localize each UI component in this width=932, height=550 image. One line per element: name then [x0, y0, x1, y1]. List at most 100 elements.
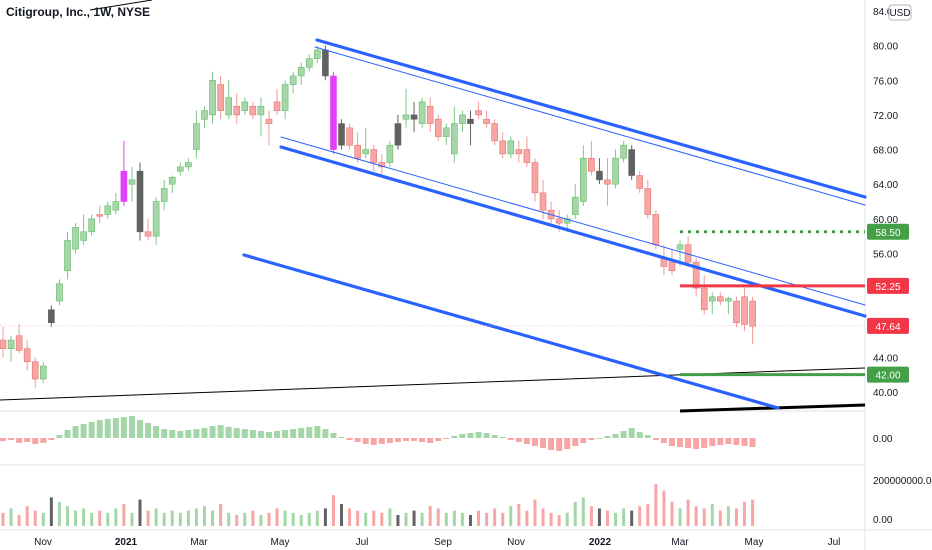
volume-bar [638, 506, 642, 526]
momentum-bar [685, 438, 692, 448]
momentum-bar [120, 417, 127, 438]
momentum-bar [540, 438, 547, 448]
volume-bar [106, 512, 110, 526]
volume-bar [323, 508, 327, 526]
momentum-bar [386, 438, 393, 443]
y-tick-label: 44.00 [873, 353, 898, 364]
volume-bar [1, 512, 5, 526]
momentum-bar [16, 438, 23, 443]
momentum-bar [499, 437, 506, 438]
volume-bar [718, 510, 722, 526]
momentum-bar [209, 426, 216, 438]
volume-bar [477, 510, 481, 526]
volume-bar [203, 506, 206, 526]
volume-bar [17, 515, 21, 526]
momentum-bar [741, 438, 748, 446]
candle-body [491, 123, 498, 142]
momentum-bar [443, 438, 450, 439]
momentum-bar [233, 428, 240, 438]
candle-body [410, 114, 418, 120]
volume-bar [364, 512, 368, 526]
volume-bar [533, 499, 537, 526]
candle-body [23, 348, 31, 362]
volume-bar [98, 510, 102, 526]
price-level-label: 52.25 [875, 282, 900, 293]
volume-bar [436, 508, 440, 526]
volume-bar [581, 497, 585, 526]
channel-line [242, 253, 780, 410]
candle-body [322, 49, 329, 77]
candle-body [426, 105, 434, 124]
volume-bar [186, 510, 190, 526]
momentum-bar [693, 438, 700, 449]
volume-bar [74, 510, 78, 526]
momentum-bar [362, 438, 369, 444]
candle-body [346, 127, 353, 146]
momentum-bar [290, 429, 297, 438]
candle-body [725, 298, 732, 302]
candle-body [31, 361, 39, 380]
candle-body [612, 157, 619, 185]
momentum-bar [604, 436, 611, 438]
momentum-bar [265, 432, 272, 438]
candle-body [418, 101, 426, 124]
volume-bar [235, 515, 239, 526]
candle-body [128, 179, 136, 185]
momentum-bar [225, 427, 232, 438]
candle-body [604, 179, 611, 185]
volume-bar [509, 506, 513, 526]
volume-bar [267, 512, 271, 526]
candle-body [15, 335, 23, 351]
candle-body [644, 188, 652, 215]
volume-bar [654, 484, 658, 526]
momentum-bar [346, 438, 353, 440]
momentum-bar [112, 418, 119, 438]
candle-body [193, 123, 200, 150]
candle-body [104, 205, 112, 215]
momentum-bar [749, 438, 756, 447]
momentum-bar [193, 429, 200, 438]
volume-bar [493, 508, 497, 526]
momentum-bar [32, 438, 39, 444]
volume-bar [557, 515, 561, 526]
y-tick-label: 80.00 [873, 42, 898, 53]
y-tick-label: 40.00 [873, 388, 898, 399]
candle-body [596, 170, 603, 181]
candle-body [652, 214, 660, 246]
momentum-bar [338, 437, 345, 438]
volume-bar [299, 515, 303, 526]
momentum-bar [660, 438, 667, 443]
volume-bar [154, 508, 158, 526]
candle-body [708, 296, 716, 302]
candle-body [201, 110, 208, 120]
candle-body [144, 231, 152, 237]
volume-bar [33, 510, 37, 526]
momentum-bar [491, 435, 498, 438]
x-tick-label: Jul [828, 537, 841, 548]
momentum-bar [668, 438, 675, 446]
candle-body [386, 144, 394, 163]
momentum-bar [185, 430, 192, 438]
candle-body [394, 123, 402, 146]
volume-bar [82, 508, 86, 526]
candle-body [225, 97, 232, 116]
candle-body [571, 196, 579, 215]
volume-bar [468, 515, 472, 526]
price-level-label: 58.50 [875, 228, 900, 239]
momentum-bar [725, 438, 732, 444]
candle-body [442, 127, 450, 137]
momentum-bar [330, 433, 337, 438]
candle-body [112, 201, 120, 211]
momentum-bar [588, 438, 595, 440]
volume-bar [340, 504, 344, 526]
momentum-bar [427, 438, 434, 443]
momentum-bar [145, 423, 152, 438]
candle-body [692, 261, 700, 289]
candle-body [281, 84, 289, 111]
momentum-bar [628, 428, 635, 438]
momentum-bar [153, 426, 160, 438]
top-trendline [89, 0, 153, 11]
channel-line [315, 38, 867, 199]
momentum-bar [64, 430, 71, 438]
